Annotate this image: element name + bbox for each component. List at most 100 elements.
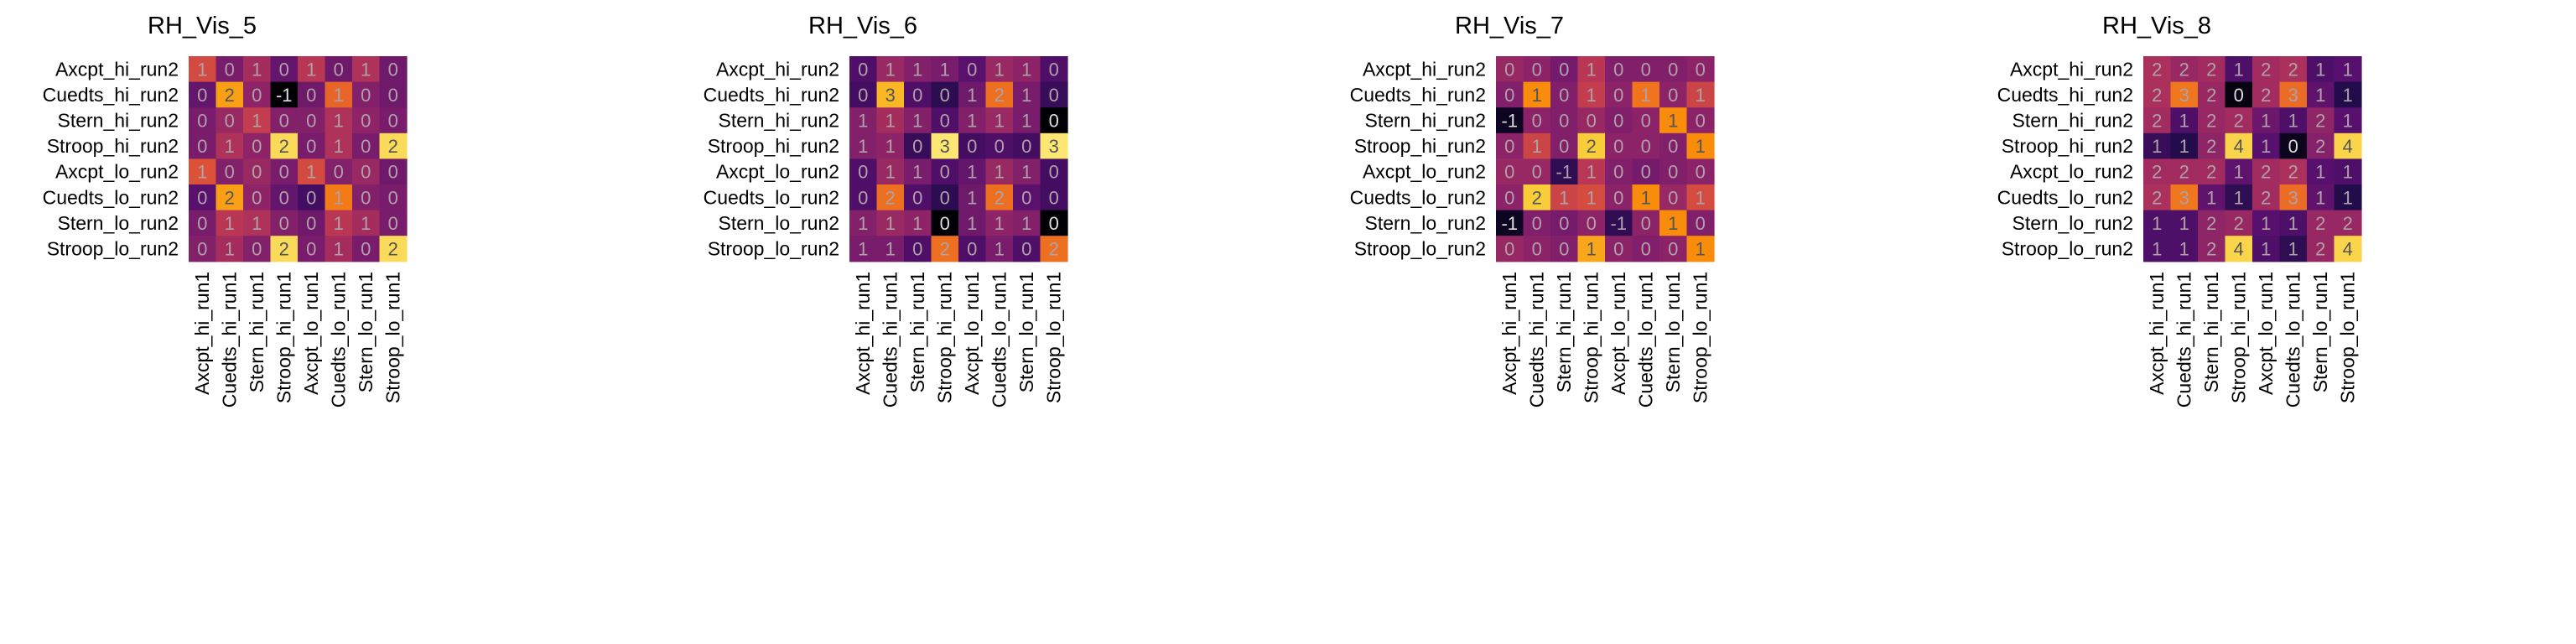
cell-value-label: 1	[361, 59, 371, 80]
cell-value-label: 1	[858, 213, 868, 234]
heatmap-cell	[216, 236, 244, 262]
heatmap-cell	[2170, 210, 2199, 236]
heatmap-cell	[876, 107, 905, 134]
heatmap-cell	[2334, 236, 2362, 262]
cell-value-label: 0	[1049, 59, 1059, 80]
heatmap-cell	[270, 56, 299, 83]
heatmap-panel-rh-vis-5: RH_Vis_5 1 0 1 0 1 0 1 00 2 0 -1 0 1 0 00 0 1 0 0 1 0 00 1 0 2 0 1…	[43, 13, 408, 408]
cell-value-label: 0	[197, 187, 207, 208]
cell-value-label: 1	[252, 213, 262, 234]
heatmap-cell	[1659, 236, 1688, 262]
cell-value-label: 0	[279, 162, 289, 183]
row-tick-label: Axcpt_hi_run2	[1363, 58, 1486, 80]
heatmap-cell	[1686, 132, 1715, 159]
cell-value-label: 0	[388, 162, 398, 183]
heatmap-cell	[379, 210, 408, 236]
heatmap-cell	[1040, 158, 1068, 185]
cell-value-label: 1	[995, 162, 1005, 183]
cell-value-label: 1	[225, 213, 235, 234]
cell-value-label: 1	[2343, 59, 2353, 80]
heatmap-cell	[216, 81, 244, 108]
cell-value-label: 0	[252, 136, 262, 157]
cell-value-label: 2	[2206, 162, 2216, 183]
heatmap-cell	[2252, 236, 2281, 262]
heatmap-cell	[1040, 107, 1068, 134]
cell-value-label: 4	[2343, 239, 2353, 260]
cell-value-label: 0	[1613, 239, 1623, 260]
column-tick-label: Stern_hi_run1	[906, 272, 928, 393]
cell-value-label: 1	[2315, 187, 2325, 208]
heatmap-cell	[298, 107, 326, 134]
cell-value-label: 1	[967, 162, 977, 183]
cell-value-label: 4	[2234, 136, 2244, 157]
cell-value-label: 0	[279, 59, 289, 80]
row-tick-label: Stroop_hi_run2	[708, 135, 839, 157]
column-tick-label: Axcpt_hi_run1	[191, 272, 213, 395]
heatmap-cell	[904, 56, 932, 83]
row-tick-label: Axcpt_hi_run2	[2010, 58, 2133, 80]
row-tick-label: Cuedts_lo_run2	[1997, 186, 2133, 208]
cell-value-label: 1	[2261, 111, 2271, 132]
heatmap-cell	[2170, 132, 2199, 159]
cell-value-label: 1	[2343, 111, 2353, 132]
heatmap-cell	[849, 210, 878, 236]
cell-value-label: 0	[1613, 111, 1623, 132]
row-tick-label: Stroop_hi_run2	[1354, 135, 1486, 157]
cell-value-label: 2	[1049, 239, 1059, 260]
heatmap-cell	[985, 158, 1014, 185]
heatmap-cell	[849, 107, 878, 134]
heatmap-cell	[1523, 184, 1551, 211]
cell-value-label: 0	[1049, 85, 1059, 106]
heatmap-cell	[298, 236, 326, 262]
heatmap-cell	[1686, 107, 1715, 134]
heatmap-cell	[1659, 81, 1688, 108]
heatmap-cell	[958, 132, 987, 159]
cell-value-label: 1	[334, 85, 344, 106]
heatmap-cell	[2198, 236, 2226, 262]
heatmap-cell	[352, 132, 381, 159]
heatmap-cell	[985, 107, 1014, 134]
row-tick-label: Axcpt_lo_run2	[55, 161, 179, 183]
cell-value-label: 3	[2179, 85, 2189, 106]
cell-value-label: 0	[1641, 59, 1651, 80]
cell-value-label: 2	[388, 239, 398, 260]
cell-value-label: 0	[940, 187, 950, 208]
cell-value-label: 0	[306, 136, 316, 157]
heatmap-cell	[2143, 158, 2172, 185]
cell-value-label: -1	[1555, 162, 1572, 183]
heatmap-cell	[1577, 236, 1606, 262]
cell-value-label: 1	[858, 239, 868, 260]
cell-value-label: 1	[912, 162, 922, 183]
cell-value-label: 0	[1641, 213, 1651, 234]
heatmap-cell	[2279, 107, 2308, 134]
row-tick-label: Stroop_lo_run2	[1354, 238, 1486, 260]
cell-value-label: 2	[2315, 111, 2325, 132]
heatmap-cell	[216, 56, 244, 83]
heatmap-cell	[985, 81, 1014, 108]
cell-value-label: 2	[995, 187, 1005, 208]
row-tick-label: Cuedts_hi_run2	[1997, 84, 2133, 106]
row-tick-label: Cuedts_lo_run2	[1350, 186, 1486, 208]
heatmap-cell	[216, 132, 244, 159]
heatmap-cell	[1605, 210, 1633, 236]
heatmap-cell	[270, 107, 299, 134]
heatmap-cell	[1040, 132, 1068, 159]
cell-value-label: 0	[1504, 85, 1514, 106]
column-tick-label: Stroop_lo_run1	[2337, 272, 2359, 403]
cell-value-label: 0	[995, 136, 1005, 157]
cell-value-label: 2	[2234, 213, 2244, 234]
cell-value-label: 0	[361, 187, 371, 208]
cell-value-label: 0	[1559, 85, 1569, 106]
heatmap-cell	[1659, 107, 1688, 134]
row-tick-label: Axcpt_lo_run2	[716, 161, 839, 183]
heatmap-cell	[931, 236, 959, 262]
heatmap-cell	[352, 184, 381, 211]
row-tick-label: Stern_hi_run2	[58, 110, 179, 132]
cell-value-label: 2	[2179, 162, 2189, 183]
heatmap-cell	[298, 132, 326, 159]
cell-value-label: 1	[858, 136, 868, 157]
cell-value-label: 1	[1668, 111, 1678, 132]
heatmap-cell	[2143, 184, 2172, 211]
heatmap-cell	[1496, 81, 1524, 108]
cell-value-label: 0	[388, 85, 398, 106]
